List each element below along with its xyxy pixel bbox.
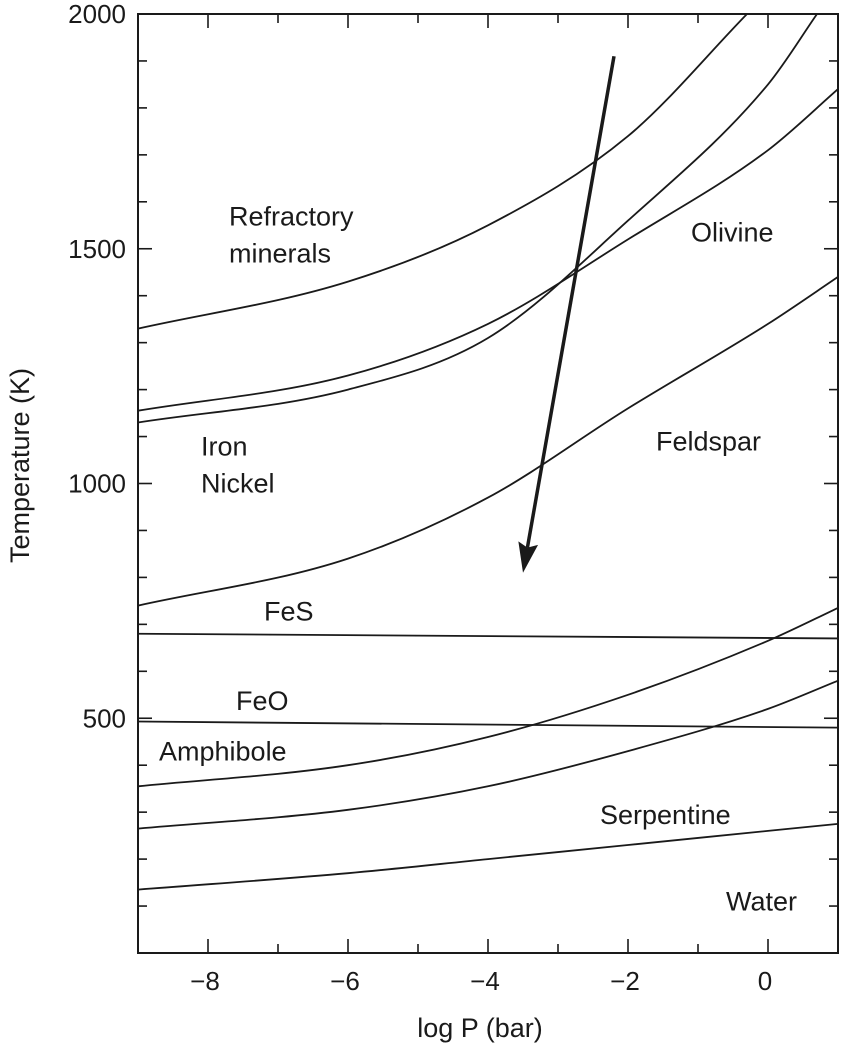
x-tick-label: −6 xyxy=(330,966,360,996)
cooling-arrow-head xyxy=(518,541,539,573)
tick-labels: −8 −6 −4 −2 0 500 1000 1500 2000 xyxy=(68,0,772,996)
y-tick-label: 500 xyxy=(83,703,126,733)
region-label: Iron Nickel xyxy=(201,431,275,498)
olivine-upper-curve xyxy=(137,13,818,424)
y-axis-title: Temperature (K) xyxy=(5,368,35,563)
plot-frame xyxy=(137,13,839,954)
region-label: Refractory minerals xyxy=(229,201,354,268)
y-tick-label: 2000 xyxy=(68,0,126,29)
cooling-arrow-group xyxy=(518,55,616,573)
region-labels: Refractory minerals Olivine Iron Nickel Felds… xyxy=(159,201,797,916)
region-label: Olivine xyxy=(691,218,774,248)
amphibole-curve xyxy=(137,607,839,788)
x-tick-label: 0 xyxy=(758,966,772,996)
x-tick-label: −2 xyxy=(610,966,640,996)
feo-curve xyxy=(137,720,839,729)
fes-curve xyxy=(137,632,839,640)
feldspar-curve xyxy=(137,276,839,607)
x-axis-title: log P (bar) xyxy=(417,1013,543,1043)
water-curve xyxy=(137,823,839,891)
olivine-lower-curve xyxy=(137,88,839,412)
region-label: FeS xyxy=(264,597,314,627)
region-label: Water xyxy=(726,887,797,917)
x-tick-label: −4 xyxy=(470,966,500,996)
axis-ticks xyxy=(137,14,839,953)
region-label: Serpentine xyxy=(600,800,731,830)
serpentine-curve xyxy=(137,679,839,830)
condensation-curves xyxy=(137,13,839,891)
y-tick-label: 1000 xyxy=(68,469,126,499)
region-label: Feldspar xyxy=(656,427,761,457)
refractory-curve xyxy=(137,13,748,330)
y-tick-label: 1500 xyxy=(68,234,126,264)
x-tick-label: −8 xyxy=(190,966,220,996)
region-label: Amphibole xyxy=(159,737,287,767)
cooling-arrow-shaft xyxy=(525,55,616,548)
region-label: FeO xyxy=(236,686,289,716)
